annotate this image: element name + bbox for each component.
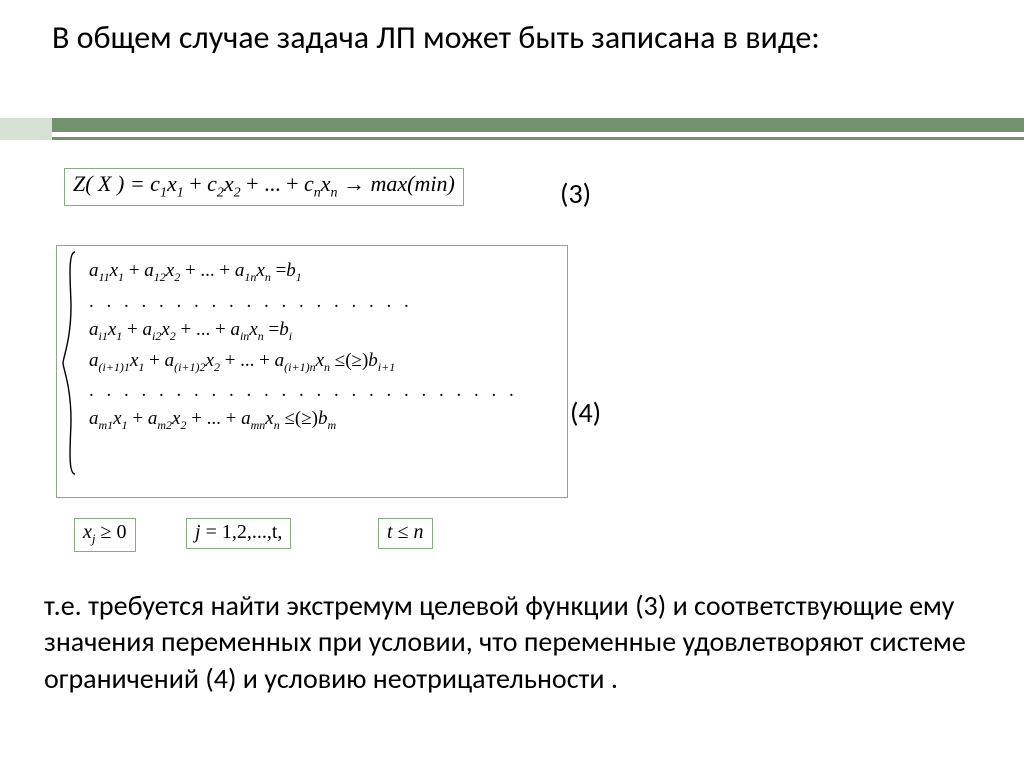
objective-lhs: Z( X ) = [73, 171, 145, 196]
constraint-row: ai1x1 + ai2x2 + ... + ainxn =bi [89, 319, 557, 344]
slide-heading: В общем случае задача ЛП может быть запи… [52, 18, 972, 58]
constraint-dots: . . . . . . . . . . . . . . . . . . . [89, 291, 557, 313]
constraint-row: a11x1 + a12x2 + ... + a1nxn =b1 [89, 260, 557, 285]
decorative-rule [0, 118, 1024, 140]
slide: В общем случае задача ЛП может быть запи… [0, 0, 1024, 767]
constraint-dots: . . . . . . . . . . . . . . . . . . . . … [89, 380, 557, 402]
t-le-n-box: t ≤ n [378, 518, 433, 549]
decorative-rule-cap [0, 118, 52, 140]
constraint-row: am1x1 + am2x2 + ... + amnxn ≤(≥)bm [89, 408, 557, 433]
index-range-box: j = 1,2,...,t, [186, 518, 291, 549]
constraints-box: a11x1 + a12x2 + ... + a1nxn =b1 . . . . .… [56, 245, 568, 498]
left-brace-icon [61, 250, 79, 476]
objective-label: (3) [560, 176, 591, 211]
bottom-paragraph: т.е. требуется найти экстремум целевой ф… [44, 588, 984, 697]
nonneg-box: xj ≥ 0 [74, 518, 136, 552]
constraints-label: (4) [570, 395, 601, 430]
objective-box: Z( X ) = c1x1 + c2x2 + ... + cnxn → max(… [64, 168, 464, 206]
objective-rhs: max(min) [371, 171, 455, 196]
constraint-row: a(i+1)1x1 + a(i+1)2x2 + ... + a(i+1)nxn … [89, 350, 557, 375]
